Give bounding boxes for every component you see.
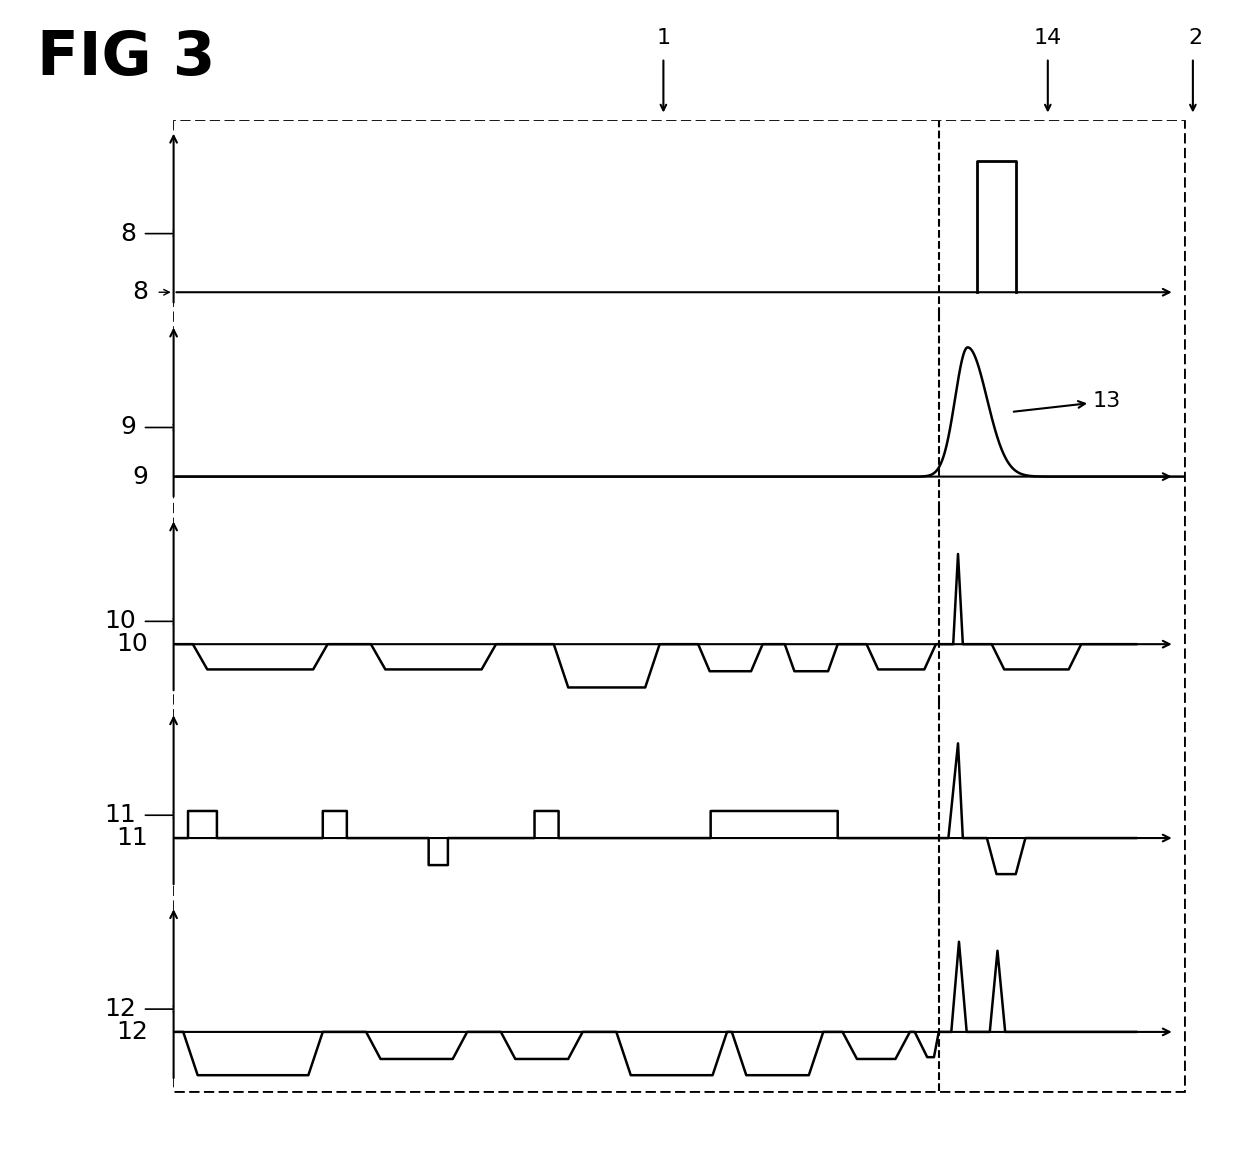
Text: 1: 1 xyxy=(656,29,671,48)
Text: 2: 2 xyxy=(1188,29,1203,48)
Text: 11: 11 xyxy=(104,803,136,827)
Text: 11: 11 xyxy=(117,826,149,850)
Text: 14: 14 xyxy=(1034,29,1061,48)
Text: 10: 10 xyxy=(117,632,149,657)
Text: FIG 3: FIG 3 xyxy=(37,29,216,88)
Text: 9: 9 xyxy=(133,465,149,488)
Text: 8: 8 xyxy=(133,280,149,305)
Text: 8: 8 xyxy=(120,222,136,246)
Text: 12: 12 xyxy=(117,1020,149,1044)
Text: 13: 13 xyxy=(1014,391,1121,412)
Text: 9: 9 xyxy=(120,415,136,440)
Text: 12: 12 xyxy=(104,997,136,1021)
Text: 10: 10 xyxy=(104,609,136,634)
